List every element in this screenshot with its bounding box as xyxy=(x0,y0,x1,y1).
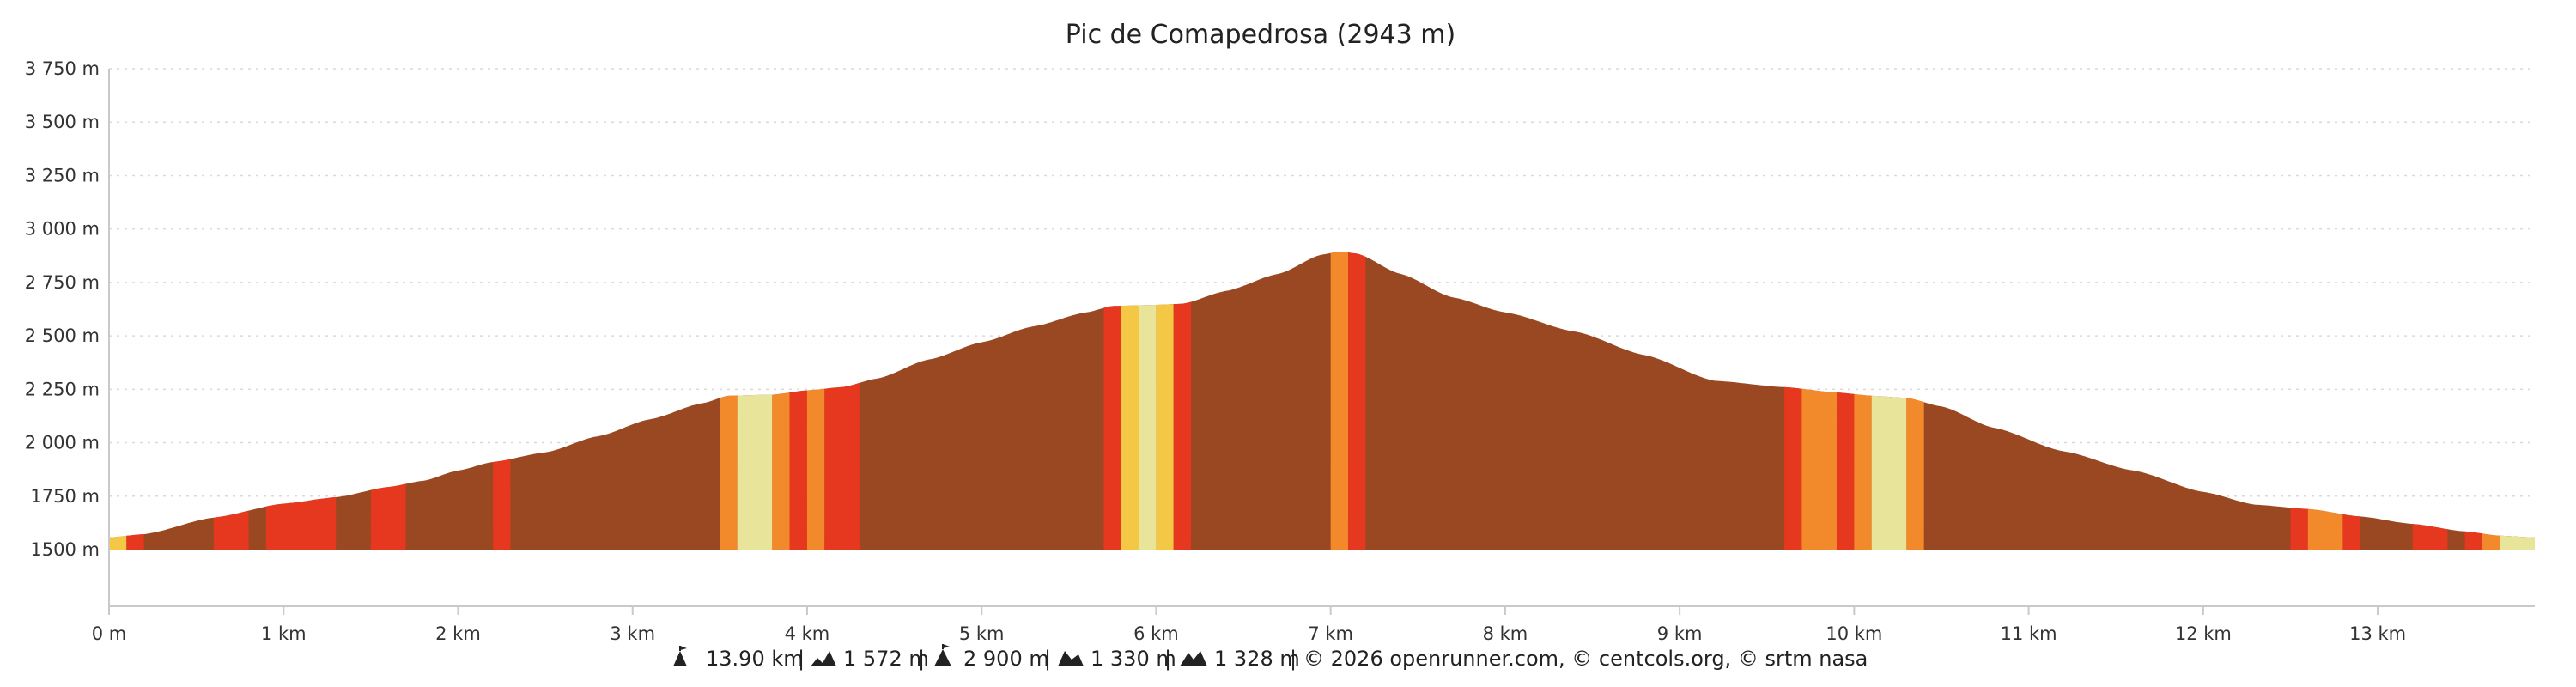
x-tick-label: 13 km xyxy=(2349,623,2406,644)
descent-value: 1 330 m xyxy=(1091,647,1176,671)
y-tick-label: 3 250 m xyxy=(25,165,100,185)
slope-band xyxy=(109,535,127,550)
slope-band xyxy=(265,497,337,550)
y-tick-label: 2 500 m xyxy=(25,325,100,346)
slope-band xyxy=(806,388,825,550)
x-tick-labels: 0 m 1 km 2 km 3 km 4 km 5 km 6 km 7 km 8 km 9 km 1… xyxy=(92,606,2406,644)
elevation-area xyxy=(109,252,2535,550)
ascent-icon xyxy=(811,651,836,666)
slope-band xyxy=(2342,514,2360,550)
axes xyxy=(108,69,2535,607)
slope-band xyxy=(824,382,860,550)
y-tick-label: 1750 m xyxy=(30,486,100,507)
descent-icon xyxy=(1058,651,1084,666)
y-tick-label: 1500 m xyxy=(30,539,100,560)
min-altitude-icon xyxy=(1180,651,1207,666)
y-tick-label: 2 250 m xyxy=(25,379,100,399)
slope-band xyxy=(1837,392,1855,550)
slope-band xyxy=(2307,508,2343,550)
x-tick-label: 4 km xyxy=(785,623,830,644)
slope-band xyxy=(789,390,807,550)
x-tick-label: 10 km xyxy=(1826,623,1882,644)
x-tick-label: 9 km xyxy=(1657,623,1703,644)
slope-band xyxy=(772,392,790,550)
copyright-text: © 2026 openrunner.com, © centcols.org, ©… xyxy=(1303,647,1868,671)
slope-band xyxy=(1103,306,1121,550)
slope-band xyxy=(2500,535,2535,550)
elevation-area-base xyxy=(109,252,2535,550)
separator: | xyxy=(798,647,805,671)
slope-band xyxy=(493,459,511,550)
y-tick-labels: 1500 m 1750 m 2 000 m 2 250 m 2 500 m 2 750 m… xyxy=(25,58,100,560)
separator: | xyxy=(1044,647,1051,671)
slope-band xyxy=(126,534,144,550)
slope-band xyxy=(1347,252,1366,550)
separator: | xyxy=(1290,647,1297,671)
separator: | xyxy=(918,647,925,671)
slope-band xyxy=(2412,524,2448,550)
slope-band xyxy=(720,395,738,550)
slope-band xyxy=(1173,301,1192,550)
slope-band xyxy=(213,510,249,550)
slope-band xyxy=(1121,305,1139,550)
x-tick-label: 1 km xyxy=(261,623,307,644)
slope-band xyxy=(1784,386,1802,550)
slope-band xyxy=(1906,398,1924,550)
distance-value: 13.90 km xyxy=(706,647,804,671)
slope-band xyxy=(2290,508,2308,550)
max-altitude-icon xyxy=(934,644,951,666)
slope-band xyxy=(1330,252,1348,550)
y-tick-label: 3 500 m xyxy=(25,112,100,132)
y-tick-label: 2 750 m xyxy=(25,272,100,293)
y-tick-label: 3 750 m xyxy=(25,58,100,79)
slope-band xyxy=(1801,388,1838,550)
x-tick-label: 2 km xyxy=(435,623,481,644)
x-tick-label: 5 km xyxy=(959,623,1005,644)
x-tick-label: 3 km xyxy=(610,623,655,644)
slope-band xyxy=(2482,533,2500,550)
slope-band xyxy=(737,394,773,550)
route-summary: 13.90 km | 1 572 m | 2 900 m | 1 330 m |… xyxy=(673,644,1868,671)
x-tick-label: 7 km xyxy=(1308,623,1353,644)
separator: | xyxy=(1164,647,1171,671)
x-tick-label: 8 km xyxy=(1483,623,1528,644)
x-tick-label: 0 m xyxy=(92,623,127,644)
y-tick-label: 2 000 m xyxy=(25,433,100,453)
slope-band xyxy=(1139,305,1157,550)
x-tick-label: 6 km xyxy=(1133,623,1179,644)
distance-icon xyxy=(673,646,687,666)
slope-band xyxy=(1871,395,1907,550)
slope-band xyxy=(2464,531,2483,550)
slope-band xyxy=(1156,304,1174,550)
x-tick-label: 11 km xyxy=(2001,623,2057,644)
y-tick-label: 3 000 m xyxy=(25,219,100,240)
min-altitude-value: 1 328 m xyxy=(1214,647,1300,671)
x-tick-label: 12 km xyxy=(2175,623,2232,644)
ascent-value: 1 572 m xyxy=(843,647,929,671)
slope-band xyxy=(370,483,406,550)
chart-title: Pic de Comapedrosa (2943 m) xyxy=(1066,20,1455,50)
max-altitude-value: 2 900 m xyxy=(963,647,1049,671)
slope-band xyxy=(1854,393,1872,550)
